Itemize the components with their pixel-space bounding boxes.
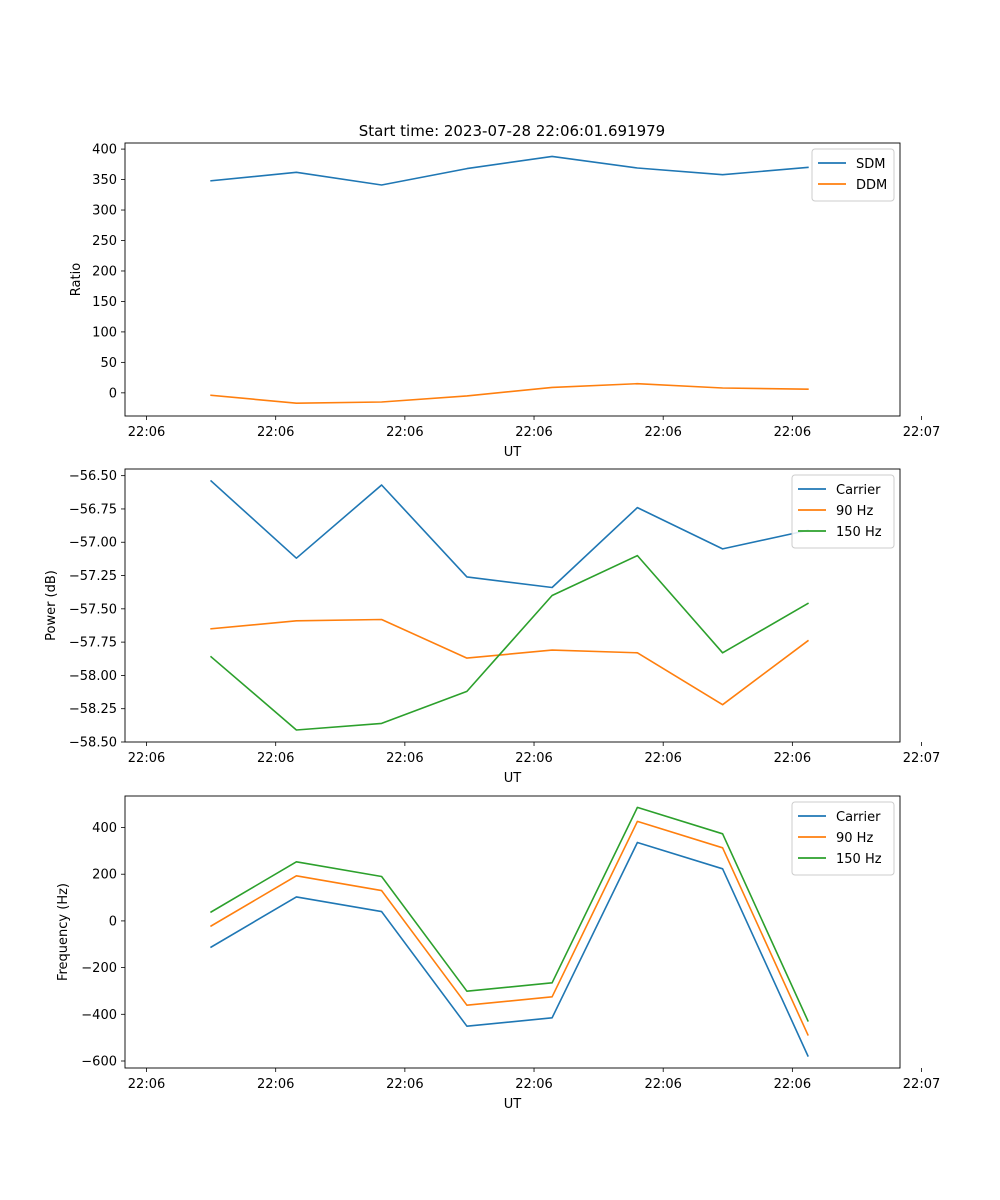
legend-label: SDM — [856, 157, 885, 172]
y-tick-label: −56.50 — [69, 469, 117, 484]
x-tick-label: 22:07 — [903, 425, 940, 440]
y-tick-label: −58.50 — [69, 736, 117, 751]
x-tick-label: 22:06 — [257, 1077, 294, 1092]
x-tick-label: 22:07 — [903, 1077, 940, 1092]
series-line-150-hz — [210, 806, 809, 1022]
legend-box — [811, 148, 895, 202]
x-tick-label: 22:06 — [128, 751, 165, 766]
x-tick-label: 22:06 — [774, 1077, 811, 1092]
legend-label: 90 Hz — [836, 504, 873, 519]
y-axis-label: Power (dB) — [44, 570, 59, 641]
legend-label: 150 Hz — [836, 525, 882, 540]
y-tick-label: −57.50 — [69, 602, 117, 617]
x-tick-label: 22:06 — [128, 1077, 165, 1092]
series-line-carrier — [210, 841, 809, 1057]
axes-frame — [124, 468, 901, 743]
x-tick-label: 22:06 — [644, 1077, 681, 1092]
y-axis-label: Frequency (Hz) — [56, 883, 71, 981]
series-line-carrier — [209, 479, 809, 589]
legend-label: Carrier — [836, 810, 881, 825]
ratio-chart: 22:06 22:06 22:06 22:06 22:06 22:06 22:07 0 50 10… — [69, 142, 940, 460]
x-tick-label: 22:06 — [515, 425, 552, 440]
y-tick-label: −58.00 — [69, 669, 117, 684]
y-tick-label: 400 — [92, 821, 117, 836]
y-tick-label: 0 — [109, 386, 117, 401]
figure-title: Start time: 2023-07-28 22:06:01.691979 — [359, 122, 665, 140]
x-tick-label: 22:06 — [386, 751, 423, 766]
legend-label: 150 Hz — [836, 852, 882, 867]
plots-container: 22:06 22:06 22:06 22:06 22:06 22:06 22:07 0 50 10… — [44, 142, 940, 1112]
x-tick-label: 22:07 — [903, 751, 940, 766]
series-line-90-hz — [210, 820, 809, 1036]
x-tick-label: 22:06 — [128, 425, 165, 440]
legend: SDM DDM — [811, 148, 895, 202]
x-axis-label: UT — [504, 445, 522, 460]
x-tick-label: 22:06 — [257, 751, 294, 766]
y-tick-label: 0 — [109, 914, 117, 929]
x-tick-label: 22:06 — [515, 1077, 552, 1092]
legend-box — [791, 474, 895, 549]
y-tick-label: −600 — [81, 1054, 117, 1069]
y-tick-label: 50 — [100, 356, 117, 371]
legend: Carrier 90 Hz 150 Hz — [791, 474, 895, 549]
axes-frame — [124, 142, 901, 417]
y-tick-label: −56.75 — [69, 502, 117, 517]
x-tick-label: 22:06 — [774, 751, 811, 766]
series-line-90-hz — [210, 618, 810, 706]
x-tick-label: 22:06 — [386, 425, 423, 440]
y-tick-label: 400 — [92, 143, 117, 158]
y-tick-label: 200 — [92, 264, 117, 279]
power-chart: 22:06 22:06 22:06 22:06 22:06 22:06 22:07 −58.5… — [44, 468, 940, 786]
frequency-chart: 22:06 22:06 22:06 22:06 22:06 22:06 22:07 −600 −… — [56, 795, 940, 1112]
y-axis-label: Ratio — [69, 263, 84, 296]
y-tick-label: 200 — [92, 868, 117, 883]
legend-box — [791, 801, 895, 876]
y-tick-label: −57.00 — [69, 536, 117, 551]
x-tick-label: 22:06 — [515, 751, 552, 766]
y-tick-label: −57.75 — [69, 636, 117, 651]
y-tick-label: −58.25 — [69, 702, 117, 717]
series-line-150-hz — [209, 554, 809, 731]
y-tick-label: −57.25 — [69, 569, 117, 584]
y-tick-label: 150 — [92, 295, 117, 310]
y-tick-label: −200 — [81, 961, 117, 976]
x-tick-label: 22:06 — [644, 751, 681, 766]
x-axis-label: UT — [504, 1097, 522, 1112]
series-line-sdm — [210, 155, 809, 186]
axes-frame — [124, 795, 901, 1069]
legend-label: Carrier — [836, 483, 881, 498]
legend-label: DDM — [856, 178, 887, 193]
x-tick-label: 22:06 — [644, 425, 681, 440]
y-tick-label: 350 — [92, 173, 117, 188]
y-tick-label: 300 — [92, 204, 117, 219]
series-line-ddm — [210, 382, 809, 405]
y-tick-label: 250 — [92, 234, 117, 249]
x-tick-label: 22:06 — [257, 425, 294, 440]
legend: Carrier 90 Hz 150 Hz — [791, 801, 895, 876]
x-axis-label: UT — [504, 771, 522, 786]
legend-label: 90 Hz — [836, 831, 873, 846]
x-tick-label: 22:06 — [386, 1077, 423, 1092]
x-tick-label: 22:06 — [774, 425, 811, 440]
y-tick-label: −400 — [81, 1008, 117, 1023]
y-tick-label: 100 — [92, 325, 117, 340]
